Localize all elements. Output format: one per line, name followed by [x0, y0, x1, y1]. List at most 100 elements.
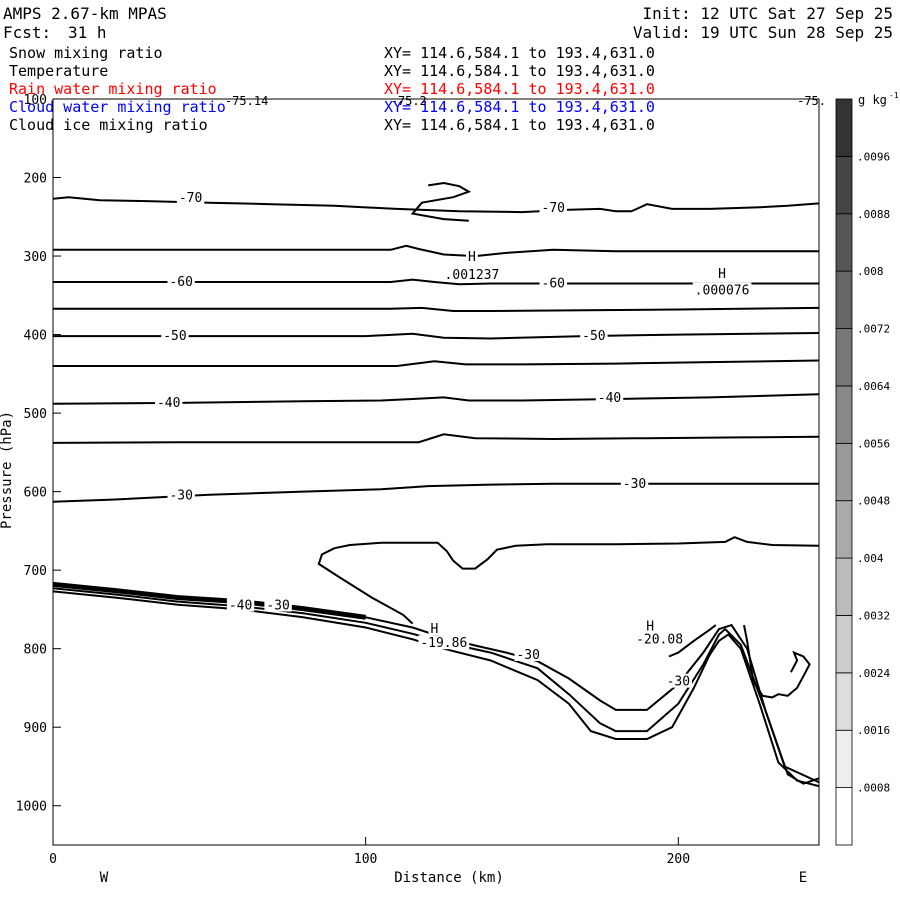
top-contour-label: -75.14	[225, 94, 268, 108]
colorbar-bin	[835, 442, 853, 502]
terrain-contour-line	[53, 583, 819, 784]
contour-label: H	[646, 620, 654, 635]
y-tick-label: 300	[24, 250, 47, 265]
contour-label-bg	[539, 275, 567, 290]
contour-label-bg	[161, 328, 189, 343]
contour-label: -30	[516, 648, 539, 663]
colorbar-tick-label: .0024	[857, 667, 890, 680]
field-legend: Snow mixing ratio XY= 114.6,584.1 to 193…	[9, 44, 655, 134]
x-tick-label: 200	[667, 852, 690, 867]
field-name-rain: Rain water mixing ratio	[9, 80, 217, 98]
colorbar-bin	[835, 615, 853, 674]
contour-label: .001237	[445, 268, 500, 283]
y-axis-title: Pressure (hPa)	[0, 411, 15, 529]
colorbar: .0008 .0016 .0024 .0032 .004 .0048 .0056 .0064.…	[835, 98, 890, 846]
colorbar-tick-label: .0008	[857, 782, 890, 795]
x-tick-label: 100	[354, 852, 377, 867]
contour-label: -19.86	[420, 636, 467, 651]
field-xy-temperature: XY= 114.6,584.1 to 193.4,631.0	[384, 62, 655, 80]
colorbar-tick-label: .0016	[857, 724, 890, 737]
contour-label-bg	[466, 248, 478, 263]
contour-label: -40	[157, 396, 180, 411]
valid-time: Valid: 19 UTC Sun 28 Sep 25	[633, 23, 893, 42]
contour-label: -30	[266, 598, 289, 613]
colorbar-tick-label: .0048	[857, 495, 890, 508]
colorbar-bin	[835, 672, 853, 731]
contour-label: H	[468, 250, 476, 265]
colorbar-tick-label: .008	[857, 265, 884, 278]
axes-layer: 100 200 300 400 500 600 700 800 900 1000 0 100 200	[16, 93, 690, 867]
contour-label-bg	[664, 673, 693, 688]
terrain-contour-line	[53, 587, 819, 785]
init-time: Init: 12 UTC Sat 27 Sep 25	[643, 4, 893, 23]
isotherm-line	[53, 196, 819, 214]
top-contour-label: -75.2	[391, 94, 427, 108]
contour-label-bg	[692, 282, 752, 297]
contour-label-bg	[514, 646, 542, 661]
contour-label: -20.08	[636, 632, 683, 647]
contour-label-bg	[442, 266, 502, 281]
colorbar-bin	[835, 385, 853, 444]
colorbar-bin	[835, 98, 853, 157]
colorbar-bin	[835, 270, 853, 329]
colorbar-bin	[835, 729, 853, 789]
field-name-cloud-water: Cloud water mixing ratio	[9, 98, 226, 116]
isotherm-line	[53, 359, 819, 367]
field-xy-rain: XY= 114.6,584.1 to 193.4,631.0	[384, 80, 655, 98]
y-tick-label: 600	[24, 486, 47, 501]
small-contour-line	[743, 624, 811, 699]
colorbar-bin	[835, 328, 853, 387]
colorbar-tick-label: .0072	[857, 323, 890, 336]
contour-label: -40	[598, 391, 621, 406]
contour-label-bg	[539, 200, 567, 215]
x-tick-label: 0	[49, 852, 57, 867]
contour-label-bg	[418, 635, 470, 650]
colorbar-bin	[835, 213, 853, 272]
y-tick-label: 1000	[16, 800, 47, 815]
y-tick-label: 500	[24, 407, 47, 422]
isotherm-line	[53, 393, 819, 405]
contour-label-bg	[580, 328, 608, 343]
terrain-contour-line	[53, 590, 819, 788]
isotherm-line	[53, 332, 819, 340]
isotherm-line	[53, 433, 819, 444]
contour-group	[53, 181, 819, 788]
field-name-temperature: Temperature	[9, 62, 108, 80]
colorbar-bin	[835, 787, 853, 846]
y-tick-label: 100	[24, 93, 47, 108]
y-tick-label: 800	[24, 643, 47, 658]
colorbar-bin	[835, 557, 853, 616]
contour-label-bg	[644, 618, 657, 633]
upper-isotherm-hook	[410, 181, 472, 222]
colorbar-tick-label: .0032	[857, 609, 890, 622]
contour-label-bg	[428, 621, 441, 636]
model-title: AMPS 2.67-km MPAS	[3, 4, 167, 23]
colorbar-tick-label: .0088	[857, 208, 890, 221]
contour-label-bg	[167, 487, 195, 502]
closed-isotherm-arc	[317, 547, 414, 625]
colorbar-bin	[835, 155, 853, 215]
field-name-cloud-ice: Cloud ice mixing ratio	[9, 116, 208, 134]
colorbar-tick-label: .0096	[857, 150, 890, 163]
y-tick-label: 700	[24, 564, 47, 579]
colorbar-unit-exponent: -1	[889, 91, 899, 100]
contour-label: -30	[623, 477, 646, 492]
x-axis-title: Distance (km)	[394, 870, 504, 886]
contour-label: -50	[163, 329, 186, 344]
contour-label: H	[431, 622, 439, 637]
contour-label-bg	[154, 394, 183, 409]
isotherm-line	[53, 306, 819, 312]
contour-label: -30	[169, 489, 192, 504]
contour-label: H	[718, 267, 726, 282]
y-tick-label: 200	[24, 172, 47, 187]
contour-label-bg	[716, 266, 728, 281]
contour-label-bg	[595, 390, 624, 405]
colorbar-tick-label: .0064	[857, 380, 890, 393]
contour-label-bg	[264, 597, 292, 612]
contour-label-bg	[634, 631, 685, 646]
closed-isotherm-line	[334, 536, 819, 570]
contour-label: -70	[542, 201, 565, 216]
colorbar-tick-label: .004	[857, 552, 884, 565]
contour-label: -30	[667, 675, 690, 690]
